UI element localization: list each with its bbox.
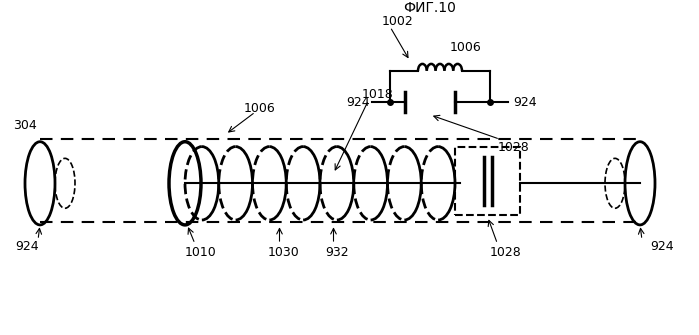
Text: 1010: 1010 xyxy=(185,246,217,259)
Text: 1006: 1006 xyxy=(450,41,482,54)
Text: 1006: 1006 xyxy=(243,102,275,115)
Text: 924: 924 xyxy=(15,240,38,253)
Text: 924: 924 xyxy=(346,96,370,109)
Text: 1002: 1002 xyxy=(382,15,414,28)
Text: 932: 932 xyxy=(326,246,349,259)
Text: 924: 924 xyxy=(513,96,537,109)
Bar xyxy=(455,147,520,215)
Text: 1030: 1030 xyxy=(268,246,299,259)
Text: 1028: 1028 xyxy=(489,246,521,259)
Text: 924: 924 xyxy=(650,240,674,253)
Text: 304: 304 xyxy=(13,120,37,132)
Text: 1028: 1028 xyxy=(498,141,530,154)
Text: 1018: 1018 xyxy=(361,88,394,101)
Text: ФИГ.10: ФИГ.10 xyxy=(403,1,456,15)
